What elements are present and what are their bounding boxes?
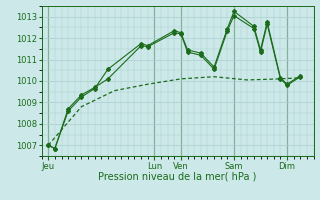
X-axis label: Pression niveau de la mer( hPa ): Pression niveau de la mer( hPa ) (99, 172, 257, 182)
